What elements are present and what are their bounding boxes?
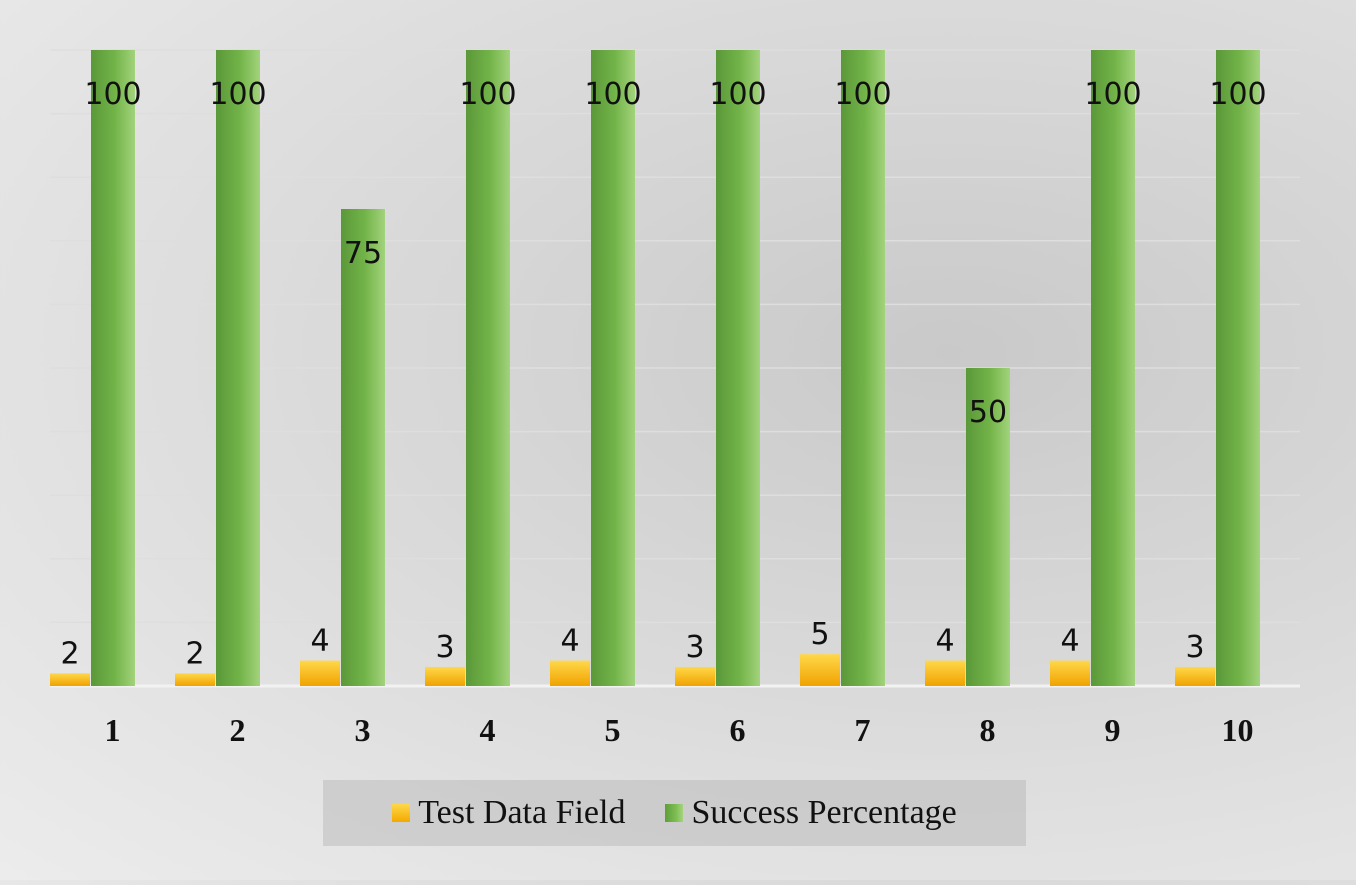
bars: [50, 50, 1260, 686]
data-label-test-data-field: 2: [60, 636, 79, 671]
data-label-success-percentage: 100: [1084, 77, 1141, 112]
bar-success-percentage: [91, 50, 135, 686]
bar-success-percentage: [1091, 50, 1135, 686]
x-tick-label: 3: [355, 712, 371, 748]
data-label-success-percentage: 100: [709, 77, 766, 112]
legend-item-test-data-field: Test Data Field: [392, 794, 625, 832]
legend: Test Data Field Success Percentage: [323, 780, 1026, 846]
x-tick-label: 5: [605, 712, 621, 748]
data-label-success-percentage: 50: [969, 395, 1007, 430]
data-label-test-data-field: 4: [1060, 624, 1079, 659]
bar-success-percentage: [591, 50, 635, 686]
bar-test-data-field: [1175, 666, 1215, 686]
data-label-success-percentage: 100: [834, 77, 891, 112]
legend-label-test-data-field: Test Data Field: [418, 794, 626, 831]
data-label-test-data-field: 4: [560, 624, 579, 659]
x-tick-label: 2: [230, 712, 246, 748]
legend-item-success-percentage: Success Percentage: [665, 794, 957, 832]
x-tick-label: 4: [480, 712, 496, 748]
bar-success-percentage: [716, 50, 760, 686]
bar-test-data-field: [800, 654, 840, 686]
x-tick-label: 8: [980, 712, 996, 748]
bar-success-percentage: [466, 50, 510, 686]
data-label-success-percentage: 100: [1209, 77, 1266, 112]
bar-test-data-field: [675, 666, 715, 686]
x-tick-label: 7: [855, 712, 871, 748]
bar-test-data-field: [425, 666, 465, 686]
data-label-success-percentage: 100: [209, 77, 266, 112]
bar-success-percentage: [966, 368, 1010, 686]
bar-test-data-field: [925, 660, 965, 686]
data-label-test-data-field: 2: [185, 636, 204, 671]
legend-label-success-percentage: Success Percentage: [691, 794, 957, 831]
x-tick-label: 10: [1222, 712, 1254, 748]
bar-test-data-field: [50, 673, 90, 686]
data-labels: 2 100 2 100 4 75 3 100 4 100 3 100 5 100 4 50 4 100 3 100: [60, 77, 1266, 671]
bar-success-percentage: [841, 50, 885, 686]
x-tick-label: 6: [730, 712, 746, 748]
data-label-success-percentage: 100: [84, 77, 141, 112]
data-label-success-percentage: 100: [459, 77, 516, 112]
data-label-test-data-field: 4: [310, 624, 329, 659]
bar-success-percentage: [341, 209, 385, 686]
data-label-test-data-field: 4: [935, 624, 954, 659]
bar-test-data-field: [1050, 660, 1090, 686]
x-tick-label: 1: [105, 712, 121, 748]
bar-success-percentage: [216, 50, 260, 686]
bar-test-data-field: [300, 660, 340, 686]
bar-test-data-field: [550, 660, 590, 686]
data-label-test-data-field: 3: [435, 630, 454, 665]
data-label-test-data-field: 5: [810, 617, 829, 652]
data-label-test-data-field: 3: [685, 630, 704, 665]
data-label-success-percentage: 100: [584, 77, 641, 112]
legend-swatch-success-percentage: [665, 804, 684, 822]
x-tick-label: 9: [1105, 712, 1121, 748]
legend-swatch-test-data-field: [392, 804, 411, 822]
data-label-test-data-field: 3: [1185, 630, 1204, 665]
x-tick-labels: 1 2 3 4 5 6 7 8 9 10: [105, 712, 1254, 748]
data-label-success-percentage: 75: [344, 236, 382, 271]
bar-test-data-field: [175, 673, 215, 686]
bar-success-percentage: [1216, 50, 1260, 686]
